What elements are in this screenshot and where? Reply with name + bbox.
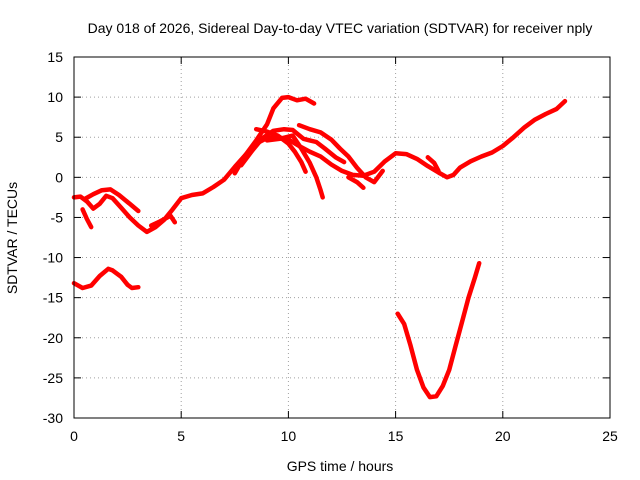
- y-tick-label: 15: [47, 49, 63, 65]
- chart-title: Day 018 of 2026, Sidereal Day-to-day VTE…: [88, 20, 593, 36]
- plot-frame: [73, 56, 611, 419]
- series-line-track-11: [425, 155, 441, 174]
- series-line-track-5: [232, 94, 317, 176]
- series-line-track-12: [71, 266, 141, 291]
- series-line-track-2: [82, 187, 141, 214]
- x-axis-title: GPS time / hours: [287, 458, 394, 474]
- y-tick-label: -10: [43, 250, 63, 266]
- x-tick-label: 0: [70, 428, 78, 444]
- y-tick-label: -15: [43, 290, 63, 306]
- series-line-track-1: [71, 98, 568, 235]
- data-series: [71, 94, 568, 400]
- y-tick-label: 0: [55, 169, 63, 185]
- ticks: 0 5 10 15 20 25 -30 -25 -20 -15 -10 -5 0 5 10 15: [43, 49, 618, 444]
- series-line-track-7: [253, 126, 308, 174]
- series-line-track-4: [148, 213, 178, 228]
- series-line-track-6: [238, 126, 347, 168]
- x-tick-label: 10: [281, 428, 297, 444]
- series-line-track-3: [80, 207, 94, 230]
- series-line-track-9: [296, 122, 385, 185]
- y-tick-label: -30: [43, 410, 63, 426]
- y-tick-label: -20: [43, 330, 63, 346]
- y-tick-label: -25: [43, 370, 63, 386]
- grid: [74, 57, 610, 418]
- x-tick-label: 15: [388, 428, 404, 444]
- y-axis-title: SDTVAR / TECUs: [4, 182, 20, 294]
- y-tick-label: 5: [55, 129, 63, 145]
- y-tick-label: 10: [47, 89, 63, 105]
- y-tick-label: -5: [51, 209, 64, 225]
- series-line-track-8: [264, 133, 325, 200]
- x-tick-label: 20: [495, 428, 511, 444]
- series-line-track-10: [346, 175, 366, 191]
- series-line-track-13: [395, 260, 482, 400]
- x-tick-label: 25: [602, 428, 618, 444]
- x-tick-label: 5: [177, 428, 185, 444]
